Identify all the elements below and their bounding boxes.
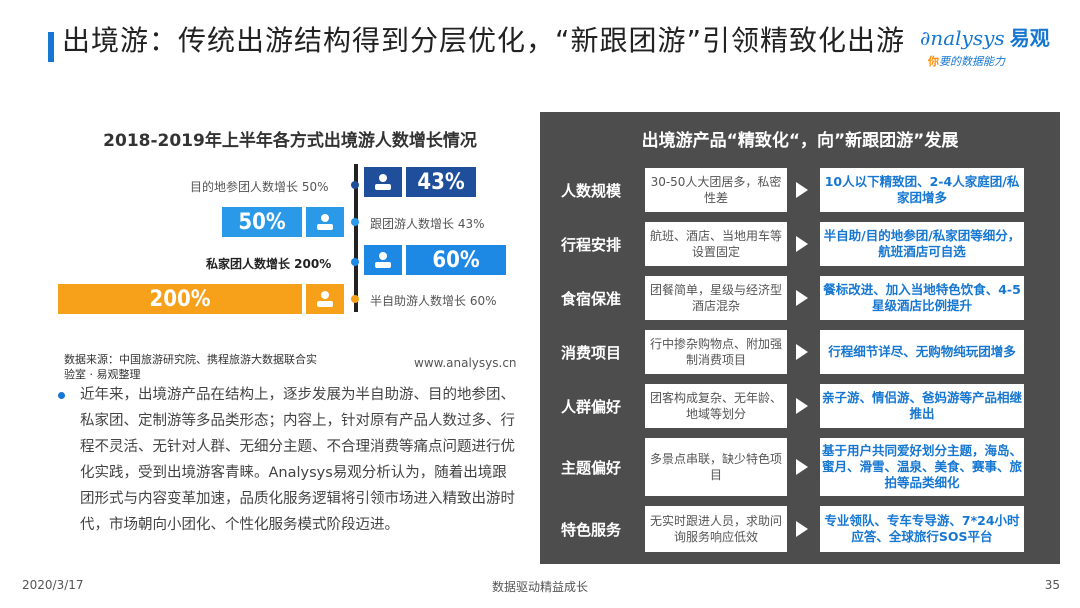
old-feature: 团客构成复杂、无年龄、地域等划分	[645, 384, 787, 428]
row-3-label: 私家团人数增长 200%	[206, 257, 332, 271]
chart-center-divider	[354, 164, 358, 312]
row-label: 行程安排	[560, 235, 621, 254]
title-accent-bar	[48, 32, 54, 62]
row-label: 主题偏好	[560, 458, 621, 477]
arrow-right-icon	[796, 344, 808, 360]
analysis-paragraph: 近年来，出境游产品在结构上，逐步发展为半自助游、目的地参团、私家团、定制游等多品…	[80, 387, 515, 533]
logo-slogan: 你要的数据能力	[928, 55, 1005, 68]
new-feature: 亲子游、情侣游、爸妈游等产品相继推出	[820, 384, 1024, 428]
page-title: 出境游：传统出游结构得到分层优化，“新跟团游”引领精致化出游	[62, 24, 906, 57]
row-3-dot	[351, 258, 359, 266]
row-2-label: 跟团游人数增长 43%	[370, 217, 485, 231]
row-4-bar: 200%	[58, 284, 302, 314]
row-2-dot	[351, 218, 359, 226]
logo-cn: 易观	[1009, 26, 1050, 50]
source-url[interactable]: www.analysys.cn	[414, 356, 517, 370]
person-icon	[364, 167, 402, 197]
old-feature: 航班、酒店、当地用车等设置固定	[645, 222, 787, 266]
person-icon	[364, 245, 402, 275]
footer-slogan: 数据驱动精益成长	[491, 580, 588, 594]
new-feature: 餐标改进、加入当地特色饮食、4-5星级酒店比例提升	[820, 276, 1024, 320]
row-label: 人数规模	[560, 181, 621, 200]
arrow-right-icon	[796, 236, 808, 252]
old-feature: 团餐简单，星级与经济型酒店混杂	[645, 276, 787, 320]
bullet-dot	[58, 392, 65, 399]
arrow-right-icon	[796, 182, 808, 198]
person-icon	[306, 284, 344, 314]
data-source: 数据来源：中国旅游研究院、携程旅游大数据联合实验室 · 易观整理	[64, 353, 317, 381]
old-feature: 多景点串联，缺少特色项目	[645, 438, 787, 496]
row-label: 特色服务	[560, 520, 621, 539]
arrow-right-icon	[796, 521, 808, 537]
panel-title: 出境游产品“精致化“，向”新跟团游”发展	[641, 131, 959, 151]
new-feature: 专业领队、专车专导游、7*24小时应答、全球旅行SOS平台	[820, 506, 1024, 552]
person-icon	[306, 207, 344, 237]
chart-title: 2018-2019年上半年各方式出境游人数增长情况	[103, 131, 477, 151]
row-label: 消费项目	[560, 343, 621, 362]
analysys-logo: ∂nalysys 易观 你要的数据能力	[920, 22, 1060, 72]
logo-en: ∂nalysys	[920, 26, 1005, 50]
row-4-label: 半自助游人数增长 60%	[370, 294, 497, 308]
row-label: 食宿保准	[560, 289, 621, 308]
row-4-dot	[351, 295, 359, 303]
arrow-right-icon	[796, 459, 808, 475]
page-number: 35	[1044, 578, 1060, 592]
new-feature: 基于用户共同爱好划分主题，海岛、蜜月、滑雪、温泉、美食、赛事、旅拍等品类细化	[820, 438, 1024, 496]
new-feature: 行程细节详尽、无购物纯玩团增多	[820, 330, 1024, 374]
arrow-right-icon	[796, 290, 808, 306]
old-feature: 行中掺杂购物点、附加强制消费项目	[645, 330, 787, 374]
arrow-right-icon	[796, 398, 808, 414]
row-2-bar: 50%	[222, 207, 302, 237]
row-1-dot	[351, 181, 359, 189]
row-label: 人群偏好	[560, 397, 621, 416]
old-feature: 30-50人大团居多，私密性差	[645, 168, 787, 212]
row-1-label: 目的地参团人数增长 50%	[190, 180, 329, 194]
new-feature: 半自助/目的地参团/私家团等细分，航班酒店可自选	[820, 222, 1024, 266]
footer-date: 2020/3/17	[22, 578, 84, 592]
row-1-bar: 43%	[406, 167, 476, 197]
new-feature: 10人以下精致团、2-4人家庭团/私家团增多	[820, 168, 1024, 212]
row-3-bar: 60%	[406, 245, 506, 275]
old-feature: 无实时跟进人员，求助问询服务响应低效	[645, 506, 787, 552]
